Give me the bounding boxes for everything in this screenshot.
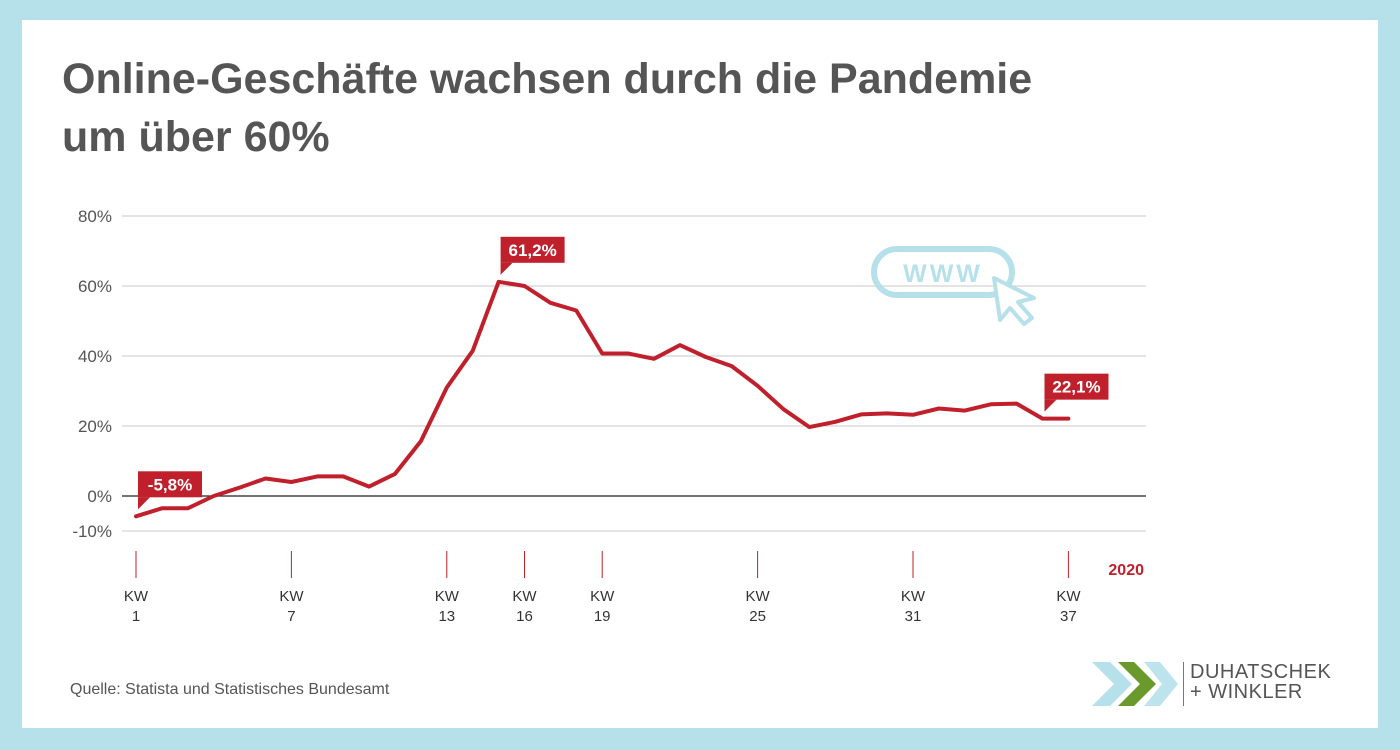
x-tick-label-kw: KW (1056, 588, 1081, 605)
x-tick-label-kw: KW (512, 588, 537, 605)
x-tick-label-kw: KW (435, 588, 460, 605)
title-line-2: um über 60% (62, 113, 330, 161)
x-tick-label-week: 37 (1060, 608, 1077, 625)
x-tick-label-kw: KW (901, 588, 926, 605)
annotation-label: -5,8% (148, 475, 192, 494)
x-tick-label-kw: KW (124, 588, 149, 605)
logo-separator (1183, 662, 1184, 706)
annotation-box (1044, 373, 1109, 400)
www-label: WWW (903, 260, 983, 288)
x-tick-label-week: 25 (749, 608, 766, 625)
annotation-box (138, 471, 202, 498)
x-tick-label-week: 16 (516, 608, 533, 625)
line-chart: 80% 60% 40% 20% 0% -10% KW 1 KW 7 KW 13 KW 16 KW 19 KW 25… (72, 207, 1146, 625)
x-tick-label-kw: KW (590, 588, 615, 605)
logo-line-2: + WINKLER (1190, 681, 1303, 703)
y-tick-label: 80% (78, 207, 112, 226)
x-tick-label-kw: KW (746, 588, 771, 605)
y-tick-label: 40% (78, 347, 112, 366)
company-logo: DUHATSCHEK + WINKLER (1092, 660, 1362, 710)
year-label: 2020 (1108, 562, 1144, 579)
x-tick-label-week: 19 (594, 608, 611, 625)
annotation-label: 22,1% (1052, 378, 1100, 397)
logo-text: DUHATSCHEK + WINKLER (1190, 662, 1331, 702)
cursor-arrow-icon (992, 276, 1036, 326)
y-tick-label: 60% (78, 277, 112, 296)
y-tick-label: 0% (87, 487, 112, 506)
x-tick-label-week: 7 (287, 608, 295, 625)
y-tick-label: -10% (72, 522, 112, 541)
source-note: Quelle: Statista und Statistisches Bunde… (70, 681, 390, 698)
annotation-pointer (500, 262, 513, 275)
logo-mark-icon (1092, 662, 1178, 706)
chart-card: Online-Geschäfte wachsen durch die Pande… (22, 20, 1378, 728)
annotation-pointer (1044, 399, 1057, 412)
title-line-1: Online-Geschäfte wachsen durch die Pande… (62, 55, 1033, 103)
y-tick-label: 20% (78, 417, 112, 436)
annotation-label: 61,2% (508, 241, 556, 260)
x-tick-label-week: 13 (438, 608, 455, 625)
x-tick-label-kw: KW (279, 588, 304, 605)
x-tick-label-week: 31 (905, 608, 922, 625)
chart-title: Online-Geschäfte wachsen durch die Pande… (62, 50, 1162, 166)
annotation-box (500, 236, 565, 263)
www-pill-icon (871, 246, 1015, 298)
annotation-pointer (138, 497, 150, 510)
x-tick-label-week: 1 (132, 608, 140, 625)
series-line (134, 279, 1071, 519)
logo-line-1: DUHATSCHEK (1190, 661, 1332, 683)
